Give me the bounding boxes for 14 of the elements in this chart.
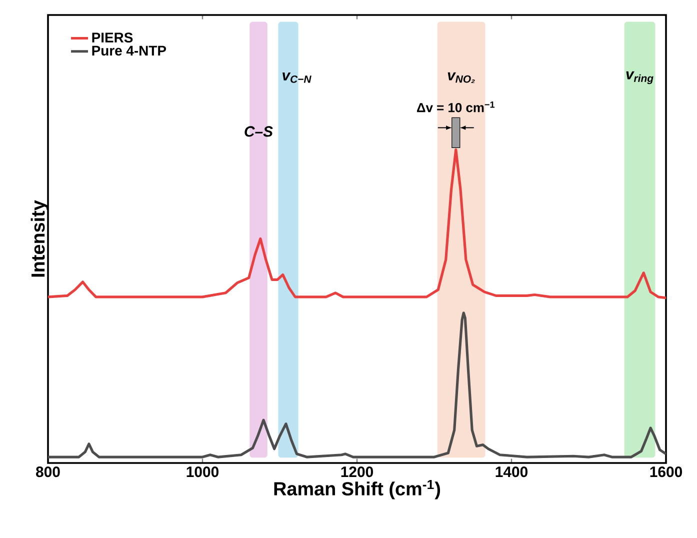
band-label: v$_{ring}$ [626, 71, 654, 84]
x-tick-label: 1400 [496, 466, 528, 478]
x-tick-label: 1600 [650, 466, 682, 478]
x-tick-label: 800 [36, 466, 60, 478]
x-axis-title: Raman Shift (cm$^{-1}$) [274, 480, 440, 500]
text: Δv = 10 cm$^{−1}$ [417, 101, 495, 112]
band-label: v$_{C−N}$ [282, 72, 312, 83]
legend-label: PIERS [92, 32, 133, 42]
y-axis-title: Intensity [30, 200, 48, 277]
x-tick-label: 1200 [341, 466, 373, 478]
x-tick-label: 1000 [186, 466, 218, 478]
band-label: C–S [244, 126, 273, 137]
legend-label: Pure 4-NTP [92, 46, 166, 56]
band-label: v$_{NO₂}$ [448, 72, 475, 84]
